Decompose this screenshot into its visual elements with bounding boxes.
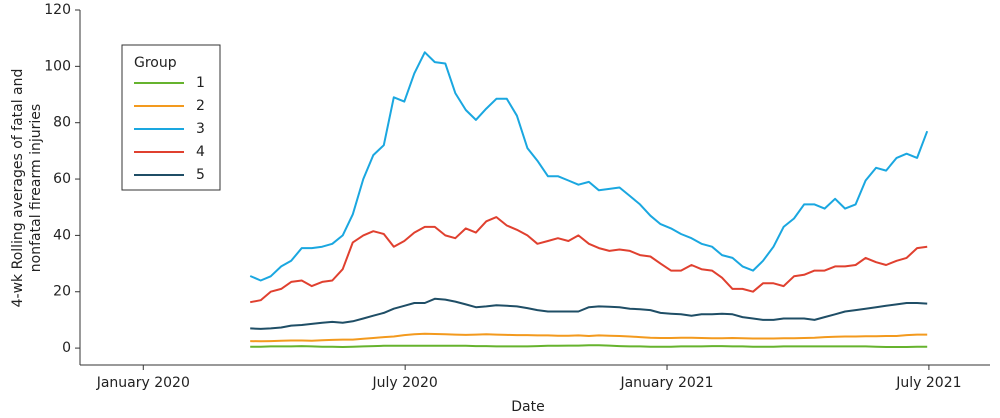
y-tick-label: 0 [62, 340, 71, 356]
legend-label: 4 [196, 144, 205, 160]
series-line [250, 297, 928, 330]
y-tick-label: 40 [53, 227, 71, 243]
series-line [250, 216, 928, 304]
x-tick-label: July 2020 [372, 375, 438, 391]
legend-title: Group [134, 55, 177, 71]
y-tick-label: 20 [53, 284, 71, 300]
series-line [250, 332, 928, 343]
legend-box [121, 44, 221, 191]
y-tick-label: 100 [44, 58, 71, 74]
y-tick-label: 60 [53, 171, 71, 187]
y-axis-label: 4-wk Rolling averages of fatal and [10, 69, 26, 308]
legend-label: 3 [196, 121, 205, 137]
series-line [249, 51, 929, 282]
x-tick-label: July 2021 [895, 375, 961, 391]
legend-label: 2 [196, 98, 205, 114]
x-tick-label: January 2021 [619, 375, 713, 391]
y-tick-label: 80 [53, 115, 71, 131]
y-axis-label: nonfatal firearm injuries [28, 104, 44, 272]
legend-label: 1 [196, 75, 205, 91]
x-tick-label: January 2020 [96, 375, 190, 391]
legend-label: 5 [196, 167, 205, 183]
x-axis-label: Date [511, 399, 544, 415]
y-tick-label: 120 [44, 2, 71, 18]
series-line [250, 344, 928, 348]
